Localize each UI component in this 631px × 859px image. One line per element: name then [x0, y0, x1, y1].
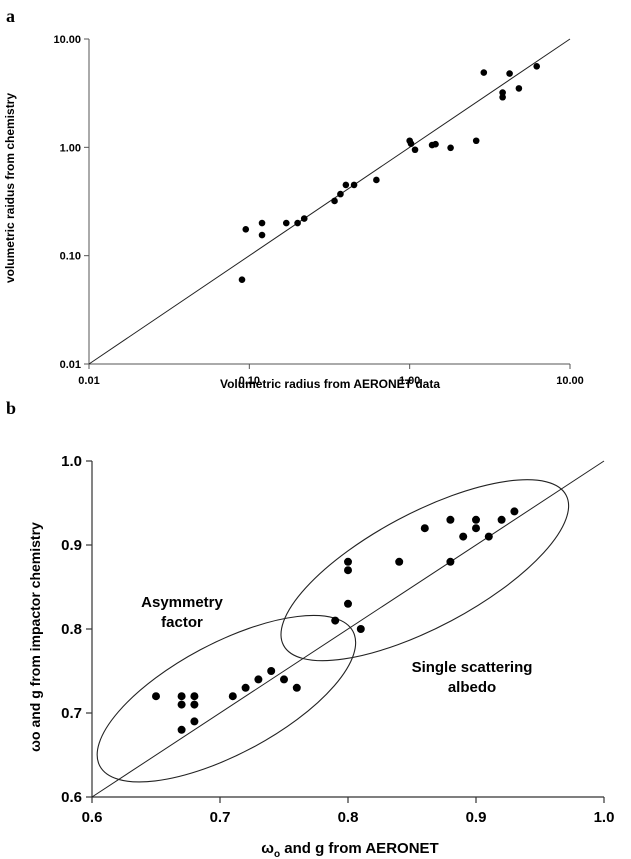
panel-a-plot: 0.01 0.10 1.00 10.00 0.01 0.10 1.00 10.00 — [53, 34, 583, 387]
panel-a-data-point — [447, 144, 454, 152]
panel-a-data-point — [242, 226, 250, 233]
panel-b-one-to-one-line — [91, 460, 605, 798]
panel-a-one-to-one-line — [88, 38, 571, 365]
asymmetry-factor-point — [190, 700, 199, 709]
asymmetry-factor-point — [254, 675, 263, 684]
single-scattering-albedo-point — [472, 524, 480, 533]
panel-b-y-tick-label: 0.7 — [61, 705, 82, 722]
annotation-line: factor — [161, 614, 203, 631]
panel-a-data-point — [294, 219, 301, 227]
single-scattering-albedo-point — [344, 566, 352, 575]
single-scattering-albedo-point — [395, 557, 404, 566]
panel-b-x-label-omega: ω — [261, 840, 274, 857]
asymmetry-factor-point — [292, 683, 301, 692]
single-scattering-albedo-point — [484, 532, 493, 541]
panel-a-data-point — [515, 85, 523, 92]
panel-b-plot: 0.6 0.7 0.8 0.9 1.0 0.6 0.7 0.8 0.9 1.0 Asymmetry f… — [61, 453, 615, 826]
single-scattering-albedo-point — [472, 515, 480, 524]
panel-b-y-tick-label: 0.8 — [61, 621, 82, 638]
panel-b-x-axis-label: ωo and g from AERONET — [261, 840, 438, 859]
panel-a-data-point — [411, 146, 419, 154]
annotation-line: Single scattering — [412, 659, 533, 676]
panel-a-y-axis-label: volumetric raidus from chemistry — [3, 93, 17, 283]
panel-b-letter: b — [6, 398, 16, 418]
panel-a-letter: a — [6, 6, 15, 26]
panel-a-data-point — [342, 181, 350, 189]
panel-a-data-point — [300, 215, 308, 222]
panel-a-data-point — [373, 176, 380, 184]
panel-b-y-axis-label: ωo and g from impactor chemistry — [27, 522, 43, 752]
panel-a-data-point — [480, 69, 488, 76]
asymmetry-factor-label: Asymmetry factor — [141, 594, 223, 631]
panel-a-data-point — [331, 197, 338, 205]
panel-b-y-tick-label: 0.9 — [61, 537, 82, 554]
panel-a-y-tick-label: 1.00 — [60, 142, 81, 154]
asymmetry-factor-point — [177, 725, 186, 734]
asymmetry-factor-point — [177, 692, 186, 701]
panel-a-data-point — [258, 219, 266, 227]
annotation-line: Asymmetry — [141, 594, 223, 611]
asymmetry-factor-point — [280, 675, 288, 684]
panel-a-data-point — [282, 219, 290, 227]
single-scattering-albedo-point — [510, 507, 519, 516]
single-scattering-albedo-point — [497, 515, 506, 524]
panel-a-y-tick-label: 0.10 — [60, 251, 81, 263]
panel-b-y-tick-label: 1.0 — [61, 453, 82, 470]
panel-a-y-tick-label: 0.01 — [60, 359, 81, 371]
panel-b-x-tick-label: 0.8 — [338, 809, 359, 826]
single-scattering-albedo-point — [331, 616, 340, 625]
panel-b-x-tick-label: 0.6 — [82, 809, 103, 826]
asymmetry-factor-point — [190, 692, 199, 701]
single-scattering-albedo-label: Single scattering albedo — [412, 659, 533, 696]
asymmetry-factor-point — [177, 700, 186, 709]
panel-a-x-tick-label: 1.00 — [399, 375, 420, 387]
single-scattering-albedo-ellipse — [280, 479, 570, 662]
panel-a-data-point — [407, 140, 415, 148]
panel-a: a 0.01 0.10 1.00 10.00 0.01 0.10 1.00 10.00 Vol… — [3, 6, 584, 391]
panel-a-data-point — [472, 137, 480, 145]
panel-a-x-axis-label: Volumetric radius from AERONET data — [220, 377, 440, 391]
panel-b-x-label-rest: and g from AERONET — [280, 840, 439, 857]
asymmetry-factor-point — [190, 717, 199, 726]
panel-b: b 0.6 0.7 0.8 0.9 1.0 0.6 0.7 0.8 0.9 1.0 Asymmetr… — [6, 398, 614, 859]
panel-b-y-tick-label: 0.6 — [61, 789, 82, 806]
panel-a-x-tick-label: 10.00 — [556, 375, 584, 387]
asymmetry-factor-point — [152, 692, 160, 701]
panel-a-data-point — [350, 181, 358, 189]
asymmetry-factor-ellipse — [96, 614, 357, 783]
panel-a-data-point — [258, 231, 266, 239]
single-scattering-albedo-point — [446, 515, 455, 524]
panel-a-data-point — [499, 93, 506, 101]
panel-a-x-tick-label: 0.01 — [78, 375, 99, 387]
single-scattering-albedo-point — [356, 625, 365, 633]
single-scattering-albedo-point — [459, 532, 468, 541]
panel-b-x-tick-label: 0.7 — [210, 809, 231, 826]
panel-a-y-tick-label: 10.00 — [53, 34, 81, 46]
panel-a-data-point — [238, 276, 246, 284]
single-scattering-albedo-point — [420, 524, 429, 533]
panel-a-data-point — [432, 140, 439, 148]
panel-b-x-label-sub: o — [274, 849, 280, 859]
panel-b-x-tick-label: 1.0 — [594, 809, 615, 826]
panel-a-data-point — [337, 190, 344, 198]
single-scattering-albedo-point — [446, 557, 455, 566]
annotation-line: albedo — [448, 679, 496, 696]
asymmetry-factor-point — [228, 692, 237, 701]
panel-a-data-point — [533, 62, 541, 70]
asymmetry-factor-point — [267, 667, 276, 675]
panel-b-x-tick-label: 0.9 — [466, 809, 487, 826]
panel-a-data-point — [499, 89, 506, 96]
panel-a-data-point — [506, 70, 513, 77]
single-scattering-albedo-point — [344, 599, 352, 608]
asymmetry-factor-point — [241, 683, 250, 692]
single-scattering-albedo-point — [344, 557, 352, 566]
panel-a-x-tick-label: 0.10 — [239, 375, 260, 387]
